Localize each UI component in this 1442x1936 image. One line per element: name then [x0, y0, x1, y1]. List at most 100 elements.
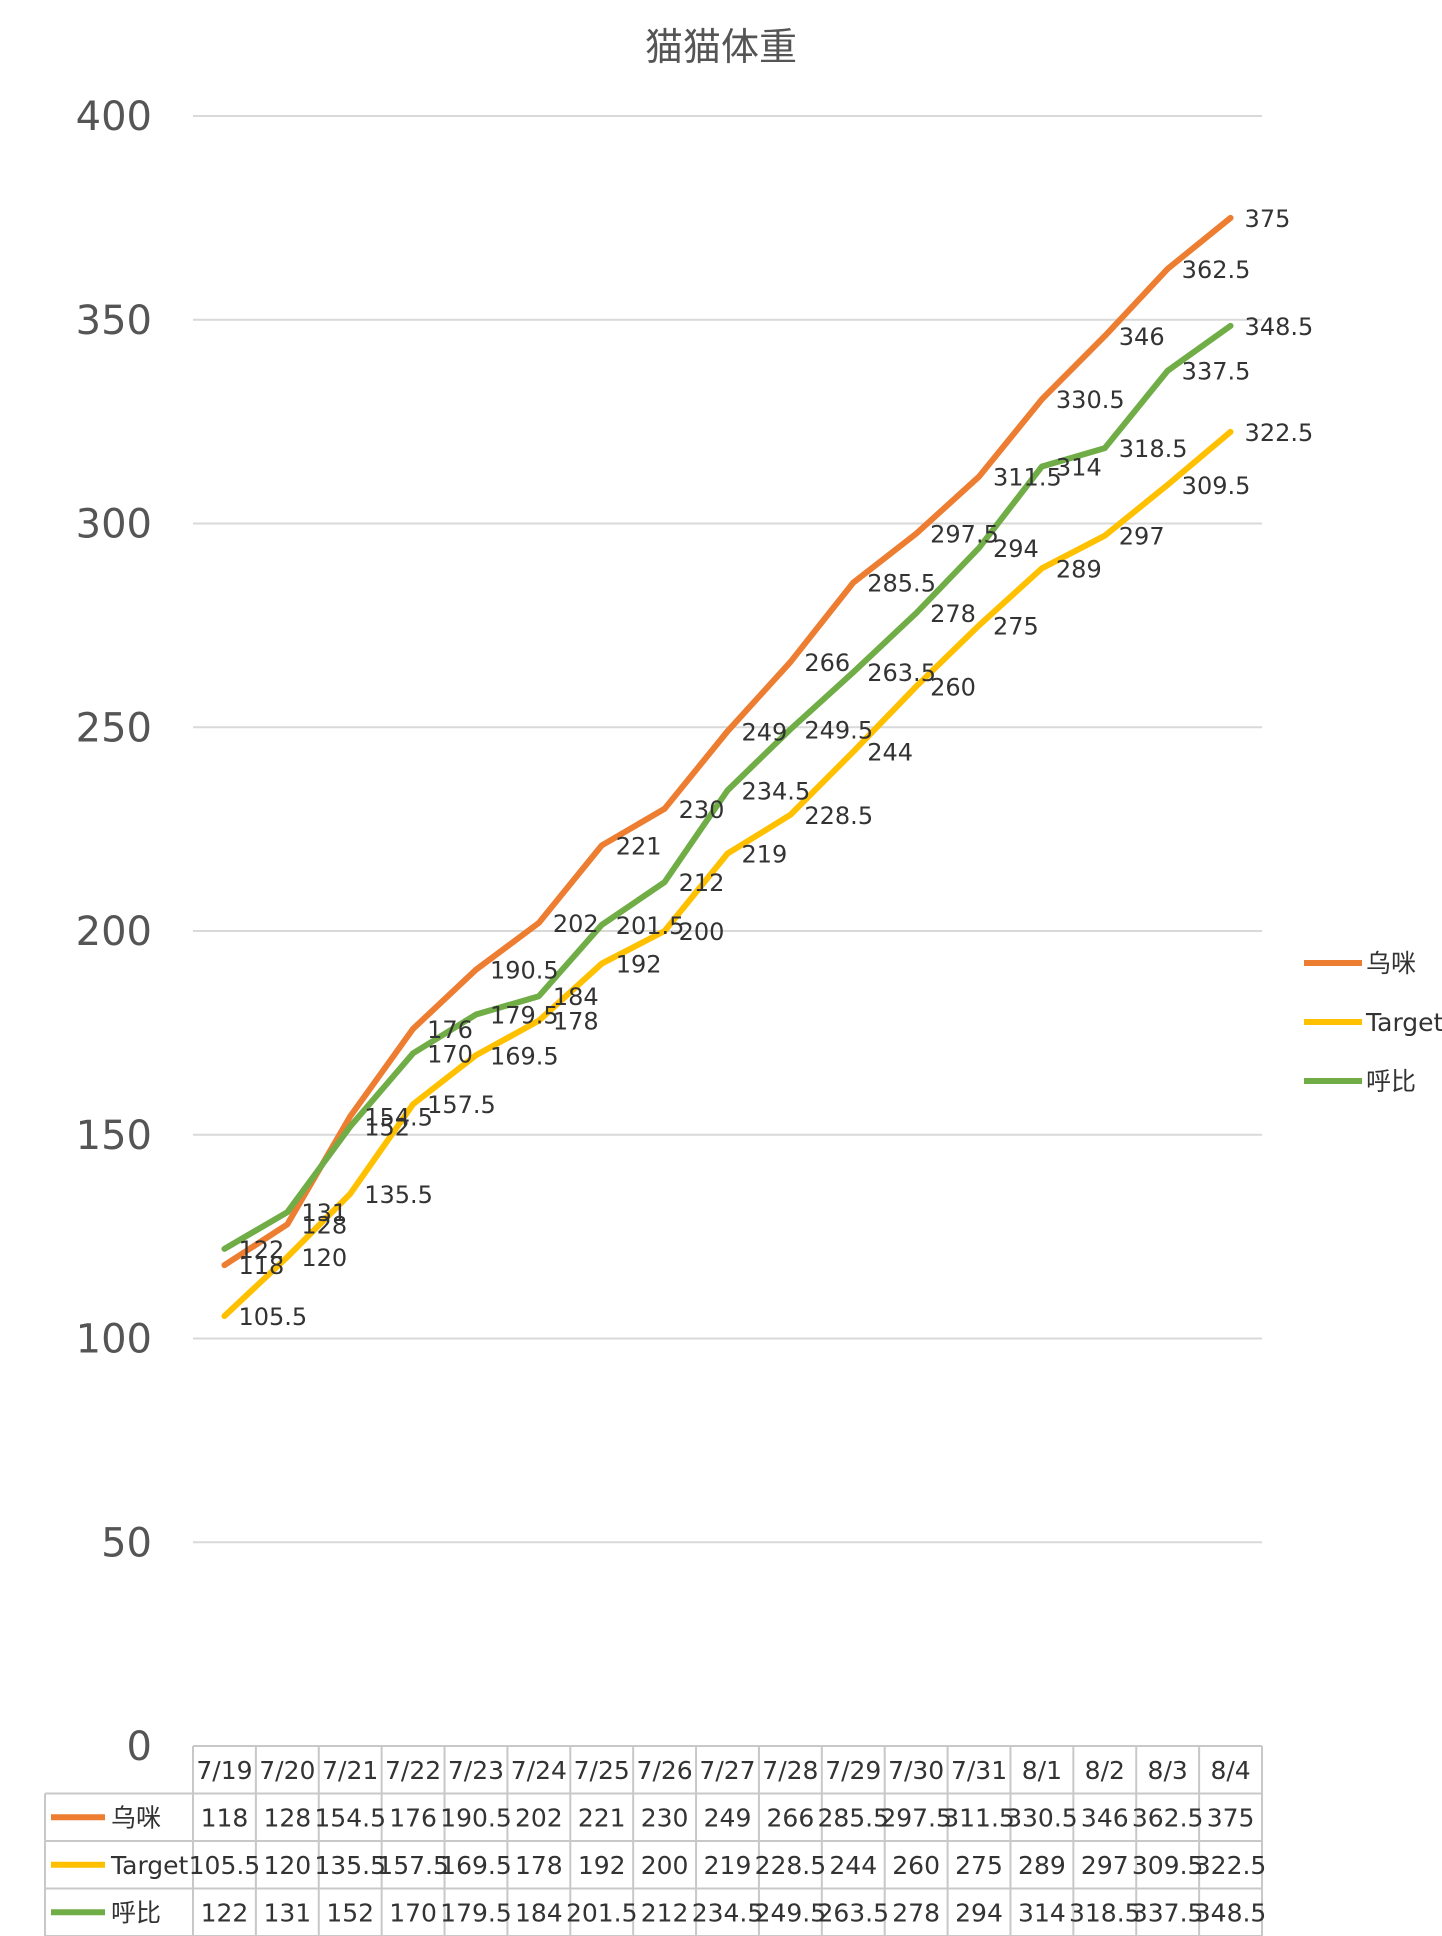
- data-label: 230: [679, 796, 725, 824]
- x-tick-label: 7/24: [511, 1756, 567, 1785]
- table-cell: 228.5: [755, 1851, 827, 1880]
- table-cell: 375: [1207, 1803, 1255, 1832]
- data-label: 105.5: [238, 1303, 307, 1331]
- data-label: 178: [553, 1008, 599, 1036]
- table-cell: 201.5: [566, 1898, 638, 1927]
- data-label: 318.5: [1119, 435, 1188, 463]
- table-cell: 202: [515, 1803, 563, 1832]
- table-cell: 179.5: [440, 1898, 512, 1927]
- data-label: 285.5: [867, 570, 936, 598]
- x-tick-label: 8/4: [1210, 1756, 1250, 1785]
- legend-entry: 呼比: [1366, 1067, 1416, 1096]
- data-label: 170: [427, 1040, 473, 1068]
- y-tick-label: 200: [76, 909, 152, 955]
- chart-title: 猫猫体重: [645, 25, 797, 69]
- table-series-name: 呼比: [111, 1898, 161, 1927]
- table-cell: 184: [515, 1898, 563, 1927]
- x-tick-label: 7/20: [259, 1756, 315, 1785]
- table-cell: 157.5: [377, 1851, 449, 1880]
- data-label: 228.5: [804, 802, 873, 830]
- table-cell: 266: [767, 1803, 815, 1832]
- x-tick-label: 7/22: [385, 1756, 441, 1785]
- table-cell: 176: [389, 1803, 437, 1832]
- x-tick-label: 7/27: [699, 1756, 755, 1785]
- data-label: 169.5: [490, 1042, 559, 1070]
- data-label: 219: [742, 841, 788, 869]
- legend-entry: 乌咪: [1366, 949, 1416, 978]
- data-label: 154.5: [364, 1103, 433, 1131]
- data-label: 135.5: [364, 1181, 433, 1209]
- data-label: 201.5: [616, 912, 685, 940]
- table-cell: 322.5: [1195, 1851, 1267, 1880]
- series-line-1: [221, 428, 1234, 1320]
- data-label: 311.5: [993, 464, 1062, 492]
- table-cell: 120: [263, 1851, 311, 1880]
- data-label: 275: [993, 612, 1039, 640]
- x-tick-label: 8/3: [1148, 1756, 1188, 1785]
- data-label: 266: [804, 649, 850, 677]
- x-tick-label: 8/2: [1085, 1756, 1125, 1785]
- y-tick-label: 150: [76, 1113, 152, 1159]
- data-label: 289: [1056, 555, 1102, 583]
- y-tick-label: 400: [76, 94, 152, 140]
- data-label: 212: [679, 869, 725, 897]
- table-cell: 278: [892, 1898, 940, 1927]
- y-tick-label: 250: [76, 705, 152, 751]
- x-tick-label: 7/30: [888, 1756, 944, 1785]
- data-label: 221: [616, 832, 662, 860]
- table-cell: 244: [829, 1851, 877, 1880]
- table-cell: 285.5: [817, 1803, 889, 1832]
- table-series-name: 乌咪: [111, 1803, 161, 1832]
- data-label: 278: [930, 600, 976, 628]
- table-cell: 169.5: [440, 1851, 512, 1880]
- table-cell: 260: [892, 1851, 940, 1880]
- table-cell: 294: [955, 1898, 1003, 1927]
- y-tick-label: 0: [127, 1724, 152, 1770]
- table-cell: 221: [578, 1803, 626, 1832]
- legend-entry: Target: [1365, 1008, 1442, 1037]
- data-label: 200: [679, 918, 725, 946]
- data-label: 190.5: [490, 957, 559, 985]
- table-cell: 128: [263, 1803, 311, 1832]
- table-cell: 362.5: [1132, 1803, 1204, 1832]
- table-cell: 249.5: [755, 1898, 827, 1927]
- table-cell: 263.5: [817, 1898, 889, 1927]
- table-cell: 330.5: [1006, 1803, 1078, 1832]
- data-label: 346: [1119, 323, 1165, 351]
- table-cell: 348.5: [1195, 1898, 1267, 1927]
- y-tick-label: 50: [101, 1520, 152, 1566]
- data-label: 375: [1245, 205, 1291, 233]
- legend: 乌咪 Target 呼比: [1304, 949, 1442, 1096]
- x-tick-label: 7/26: [637, 1756, 693, 1785]
- table-cell: 314: [1018, 1898, 1066, 1927]
- x-tick-label: 7/25: [574, 1756, 630, 1785]
- data-label: 263.5: [867, 659, 936, 687]
- table-cell: 309.5: [1132, 1851, 1204, 1880]
- data-label: 244: [867, 739, 913, 767]
- y-axis-ticks: 0 50 100 150 200 250 300 350 400: [76, 94, 152, 1770]
- data-label: 202: [553, 910, 599, 938]
- table-cell: 318.5: [1069, 1898, 1141, 1927]
- table-cell: 297: [1081, 1851, 1129, 1880]
- table-cell: 234.5: [692, 1898, 764, 1927]
- table-cell: 275: [955, 1851, 1003, 1880]
- x-tick-label: 8/1: [1022, 1756, 1062, 1785]
- data-label: 362.5: [1182, 256, 1251, 284]
- x-tick-label: 7/31: [951, 1756, 1007, 1785]
- x-tick-label: 7/28: [762, 1756, 818, 1785]
- data-label: 249.5: [804, 716, 873, 744]
- data-label: 128: [301, 1211, 347, 1239]
- table-cell: 297.5: [880, 1803, 952, 1832]
- data-label: 179.5: [490, 1002, 559, 1030]
- data-label: 249: [742, 718, 788, 746]
- table-cell: 249: [704, 1803, 752, 1832]
- table-cell: 178: [515, 1851, 563, 1880]
- data-label: 184: [553, 983, 599, 1011]
- data-label: 322.5: [1245, 419, 1314, 447]
- data-label: 118: [238, 1252, 284, 1280]
- series-line-2: [221, 322, 1234, 1252]
- table-cell: 212: [641, 1898, 689, 1927]
- data-labels: 118128154.5176190.5202221230249266285.52…: [238, 205, 1313, 1331]
- table-series-name: Target: [110, 1851, 189, 1880]
